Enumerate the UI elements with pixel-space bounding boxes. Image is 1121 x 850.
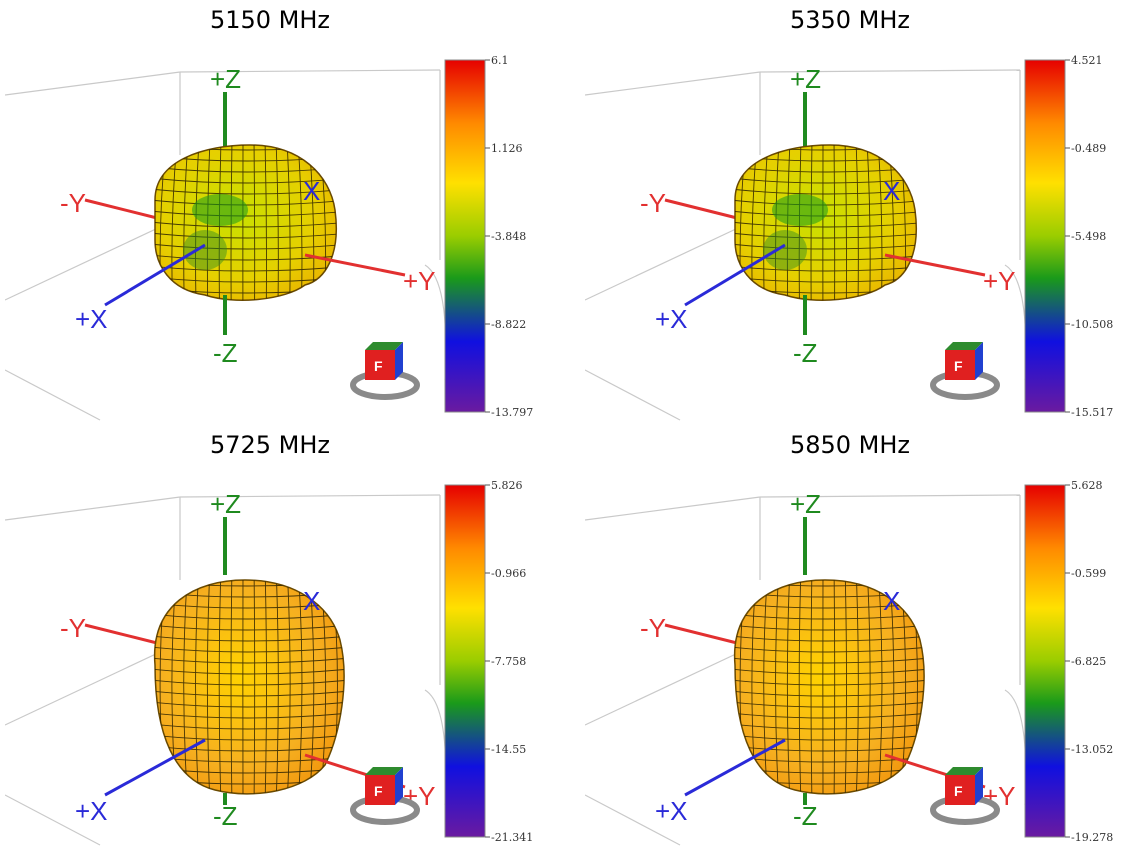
radiation-pattern-panel: 5850 MHz +Z -Z -Y +Y +X X F 5.628 -0.599 -6.825 -13… bbox=[580, 425, 1121, 850]
colorbar-tick-label: -14.55 bbox=[491, 743, 526, 756]
axis-label: -Z bbox=[793, 801, 818, 831]
colorbar-tick-label: -13.797 bbox=[491, 406, 533, 419]
low-gain-region bbox=[763, 230, 807, 270]
axis-label: +Y bbox=[983, 266, 1016, 296]
radiation-pattern-panel: 5350 MHz +Z -Z -Y +Y +X X F 4.521 -0.489 -5.498 -10… bbox=[580, 0, 1121, 425]
y-axis-line bbox=[664, 623, 746, 647]
bounding-box-lines bbox=[585, 69, 1027, 421]
panel-title: 5350 MHz bbox=[789, 6, 911, 34]
colorbar-tick-label: -0.966 bbox=[491, 567, 526, 580]
radiation-pattern-panel: 5150 MHz +Z -Z -Y +Y +X X F 6.1 1.126 -3.848 -8.822… bbox=[0, 0, 560, 425]
radiation-pattern-panel: 5725 MHz +Z -Z -Y +Y +X X F 5.826 -0.966 -7.758 -14… bbox=[0, 425, 560, 850]
colorbar-tick-label: -6.825 bbox=[1071, 655, 1106, 668]
colorbar-tick-label: -8.822 bbox=[491, 318, 526, 331]
x-axis-line bbox=[104, 243, 206, 307]
pattern-svg: +Z -Z -Y +Y +X X F 6.1 1.126 -3.848 -8.822 -13.797 bbox=[5, 54, 533, 421]
axis-label: +X bbox=[655, 796, 688, 826]
orientation-cube-icon: F bbox=[930, 342, 1000, 400]
axis-label: -Y bbox=[60, 188, 86, 218]
colorbar-tick-label: 5.826 bbox=[491, 479, 523, 492]
y-axis-line bbox=[884, 253, 986, 277]
colorbar-tick-label: -10.508 bbox=[1071, 318, 1113, 331]
low-gain-region bbox=[772, 194, 828, 226]
colorbar-tick-label: -7.758 bbox=[491, 655, 526, 668]
panel-title: 5850 MHz bbox=[789, 431, 911, 459]
pattern-svg: +Z -Z -Y +Y +X X F 5.826 -0.966 -7.758 -14.55 -21.3… bbox=[5, 479, 533, 846]
axis-label: X bbox=[883, 586, 900, 616]
axis-label: X bbox=[883, 176, 900, 206]
plot-area: +Z -Z -Y +Y +X X F 5.826 -0.966 -7.758 -14.55 -21.3… bbox=[5, 475, 550, 847]
low-gain-region bbox=[183, 230, 227, 270]
axis-label: -Y bbox=[60, 613, 86, 643]
axis-label: +Y bbox=[983, 781, 1016, 811]
plot-area: +Z -Z -Y +Y +X X F 6.1 1.126 -3.848 -8.822 -13.797 bbox=[5, 50, 550, 422]
x-axis-line bbox=[104, 738, 206, 797]
x-axis-line bbox=[684, 738, 786, 797]
low-gain-region bbox=[192, 194, 248, 226]
colorbar-tick-label: 4.521 bbox=[1071, 54, 1103, 67]
radiation-pattern-surface bbox=[734, 144, 917, 301]
colorbar-tick-label: 5.628 bbox=[1071, 479, 1103, 492]
colorbar bbox=[444, 484, 486, 838]
y-axis-line bbox=[304, 253, 406, 277]
axis-label: -Y bbox=[640, 188, 666, 218]
colorbar bbox=[1024, 59, 1066, 413]
colorbar-tick-label: 1.126 bbox=[491, 142, 523, 155]
y-axis-line bbox=[84, 623, 166, 647]
cube-face-label: F bbox=[954, 783, 963, 799]
panel-title: 5725 MHz bbox=[209, 431, 331, 459]
axis-label: +X bbox=[655, 304, 688, 334]
plot-area: +Z -Z -Y +Y +X X F 4.521 -0.489 -5.498 -10.508 -15.… bbox=[585, 50, 1121, 422]
orientation-cube-icon: F bbox=[930, 767, 1000, 825]
colorbar-tick-label: 6.1 bbox=[491, 54, 509, 67]
axis-label: +Z bbox=[210, 64, 241, 94]
orientation-cube-icon: F bbox=[350, 767, 420, 825]
x-axis-line bbox=[684, 243, 786, 307]
orientation-cube-icon: F bbox=[350, 342, 420, 400]
panel-title: 5150 MHz bbox=[209, 6, 331, 34]
axis-label: +Y bbox=[403, 781, 436, 811]
colorbar-tick-label: -13.052 bbox=[1071, 743, 1113, 756]
cube-face-label: F bbox=[374, 783, 383, 799]
colorbar-tick-label: -3.848 bbox=[491, 230, 526, 243]
colorbar-tick-label: -21.341 bbox=[491, 831, 533, 844]
axis-label: -Z bbox=[213, 801, 238, 831]
axis-label: +X bbox=[75, 796, 108, 826]
colorbar bbox=[1024, 484, 1066, 838]
colorbar-tick-label: -15.517 bbox=[1071, 406, 1113, 419]
y-axis-line bbox=[664, 198, 746, 222]
colorbar-tick-label: -0.599 bbox=[1071, 567, 1106, 580]
axis-label: +X bbox=[75, 304, 108, 334]
radiation-pattern-surface bbox=[154, 144, 337, 301]
y-axis-line bbox=[84, 198, 166, 222]
axis-label: -Z bbox=[213, 338, 238, 368]
colorbar-tick-label: -5.498 bbox=[1071, 230, 1106, 243]
axis-label: +Z bbox=[790, 64, 821, 94]
bounding-box-lines bbox=[5, 494, 447, 846]
plot-area: +Z -Z -Y +Y +X X F 5.628 -0.599 -6.825 -13.052 -19.… bbox=[585, 475, 1121, 847]
axis-label: X bbox=[303, 176, 320, 206]
colorbar-tick-label: -0.489 bbox=[1071, 142, 1106, 155]
axis-label: X bbox=[303, 586, 320, 616]
colorbar-tick-label: -19.278 bbox=[1071, 831, 1113, 844]
pattern-svg: +Z -Z -Y +Y +X X F 5.628 -0.599 -6.825 -13.052 -19.… bbox=[585, 479, 1113, 846]
axis-label: +Z bbox=[210, 489, 241, 519]
pattern-svg: +Z -Z -Y +Y +X X F 4.521 -0.489 -5.498 -10.508 -15.… bbox=[585, 54, 1113, 421]
axis-label: +Y bbox=[403, 266, 436, 296]
colorbar bbox=[444, 59, 486, 413]
cube-face-label: F bbox=[954, 358, 963, 374]
axis-label: -Z bbox=[793, 338, 818, 368]
axis-label: +Z bbox=[790, 489, 821, 519]
axis-label: -Y bbox=[640, 613, 666, 643]
cube-face-label: F bbox=[374, 358, 383, 374]
